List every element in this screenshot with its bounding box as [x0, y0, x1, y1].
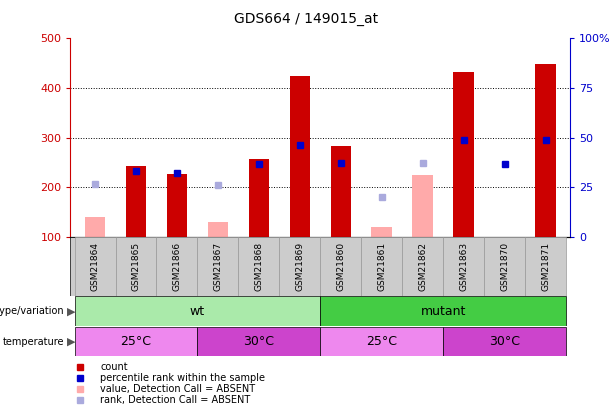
Text: 30°C: 30°C	[489, 335, 520, 348]
Bar	[320, 237, 361, 296]
Bar	[289, 76, 310, 237]
Text: count: count	[101, 362, 128, 372]
Bar	[126, 166, 147, 237]
Bar	[249, 158, 269, 237]
Text: 25°C: 25°C	[366, 335, 397, 348]
Bar	[280, 237, 320, 296]
Text: GSM21863: GSM21863	[459, 242, 468, 291]
Text: 30°C: 30°C	[243, 335, 275, 348]
Text: GSM21867: GSM21867	[213, 242, 223, 291]
Bar	[238, 237, 280, 296]
Text: GSM21866: GSM21866	[172, 242, 181, 291]
Bar	[413, 175, 433, 237]
Text: ▶: ▶	[67, 306, 76, 316]
Text: GSM21865: GSM21865	[132, 242, 140, 291]
Text: value, Detection Call = ABSENT: value, Detection Call = ABSENT	[101, 384, 256, 394]
Bar	[443, 327, 566, 356]
Text: rank, Detection Call = ABSENT: rank, Detection Call = ABSENT	[101, 395, 251, 405]
Bar	[535, 64, 556, 237]
Text: GSM21871: GSM21871	[541, 242, 550, 291]
Text: GSM21864: GSM21864	[91, 242, 99, 291]
Bar	[320, 327, 443, 356]
Text: GSM21862: GSM21862	[418, 242, 427, 291]
Bar	[525, 237, 566, 296]
Text: GDS664 / 149015_at: GDS664 / 149015_at	[234, 12, 379, 26]
Bar	[454, 72, 474, 237]
Bar	[330, 146, 351, 237]
Text: wt: wt	[190, 305, 205, 318]
Text: GSM21868: GSM21868	[254, 242, 264, 291]
Bar	[85, 217, 105, 237]
Bar	[402, 237, 443, 296]
Text: GSM21869: GSM21869	[295, 242, 304, 291]
Bar	[443, 237, 484, 296]
Bar	[75, 296, 320, 326]
Bar	[167, 174, 187, 237]
Bar	[75, 237, 115, 296]
Bar	[371, 227, 392, 237]
Text: genotype/variation: genotype/variation	[0, 306, 64, 316]
Bar	[484, 237, 525, 296]
Text: GSM21861: GSM21861	[377, 242, 386, 291]
Text: 25°C: 25°C	[121, 335, 151, 348]
Text: ▶: ▶	[67, 337, 76, 347]
Bar	[320, 296, 566, 326]
Bar	[75, 327, 197, 356]
Bar	[115, 237, 156, 296]
Text: mutant: mutant	[421, 305, 466, 318]
Bar	[361, 237, 402, 296]
Text: GSM21870: GSM21870	[500, 242, 509, 291]
Bar	[156, 237, 197, 296]
Text: GSM21860: GSM21860	[337, 242, 345, 291]
Text: percentile rank within the sample: percentile rank within the sample	[101, 373, 265, 383]
Text: temperature: temperature	[3, 337, 64, 347]
Bar	[208, 222, 228, 237]
Bar	[197, 327, 320, 356]
Bar	[197, 237, 238, 296]
